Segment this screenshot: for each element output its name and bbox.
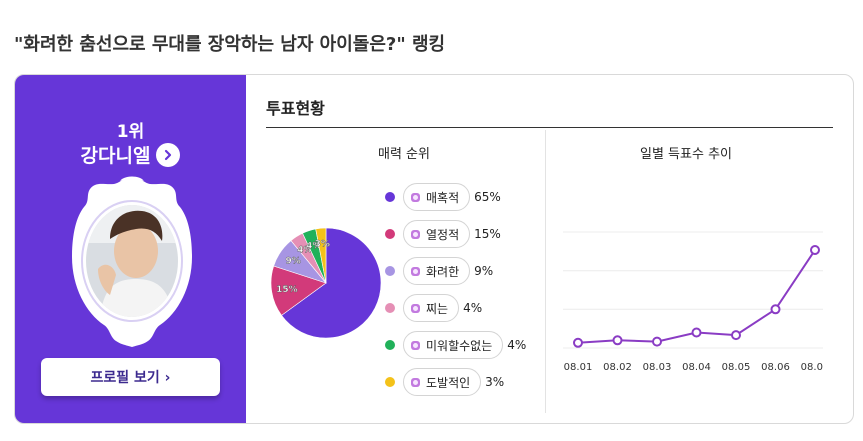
pie-slice-label: 3% <box>315 240 330 250</box>
legend-label: 열정적 <box>426 227 460 242</box>
legend-item[interactable]: 미워할수없는 4% <box>385 330 526 360</box>
legend-pill-button[interactable]: 미워할수없는 <box>403 331 504 359</box>
profile-view-button[interactable]: 프로필 보기 › <box>41 358 220 396</box>
flower-icon <box>411 266 420 276</box>
pie-slice <box>270 265 327 316</box>
x-tick-label: 08.04 <box>682 362 711 373</box>
legend-label: 미워할수없는 <box>426 338 493 353</box>
data-point <box>731 330 741 341</box>
legend-label: 찌는 <box>426 301 449 316</box>
legend-item[interactable]: 열정적 15% <box>385 219 501 249</box>
winner-name-row: 강다니엘 <box>15 141 246 168</box>
legend-color-dot <box>385 340 395 350</box>
legend-percent: 15% <box>474 227 501 241</box>
data-point <box>770 304 781 315</box>
x-tick-label: 08.02 <box>603 362 632 373</box>
legend-color-dot <box>385 377 395 387</box>
pie-slice-label: 15% <box>276 285 298 295</box>
mirror-frame-icon <box>72 176 192 347</box>
legend-percent: 65% <box>474 190 501 204</box>
legend-pill-button[interactable]: 화려한 <box>403 257 471 285</box>
data-point <box>652 336 662 347</box>
legend-label: 도발적인 <box>426 375 471 390</box>
vote-status-title: 투표현황 <box>266 99 325 118</box>
x-tick-label: 08.03 <box>643 362 672 373</box>
legend-color-dot <box>385 266 395 276</box>
legend-percent: 4% <box>507 338 527 352</box>
legend-item[interactable]: 찌는 4% <box>385 293 482 323</box>
legend-label: 화려한 <box>426 264 460 279</box>
pie-chart-title: 매력 순위 <box>378 147 430 162</box>
legend-item[interactable]: 도발적인 3% <box>385 367 504 397</box>
legend-pill-button[interactable]: 열정적 <box>403 220 471 248</box>
legend-color-dot <box>385 192 395 202</box>
winner-name[interactable]: 강다니엘 <box>80 145 151 167</box>
page-title: "화려한 춤선으로 무대를 장악하는 남자 아이돌은?" 랭킹 <box>14 34 446 55</box>
legend-item[interactable]: 화려한 9% <box>385 256 493 286</box>
ranking-card: 1위 강다니엘 <box>14 74 854 424</box>
legend-percent: 3% <box>485 375 505 389</box>
daily-votes-line-chart: 08.01 08.02 08.03 08.04 08.05 08.06 08.07 <box>563 231 823 373</box>
legend-percent: 4% <box>463 301 483 315</box>
x-tick-label: 08.07 <box>801 362 823 373</box>
legend-pill-button[interactable]: 매혹적 <box>403 183 471 211</box>
flower-icon <box>411 340 420 350</box>
legend-pill-button[interactable]: 도발적인 <box>403 368 482 396</box>
x-tick-label: 08.01 <box>564 362 593 373</box>
profile-view-label: 프로필 보기 › <box>90 370 171 386</box>
winner-panel: 1위 강다니엘 <box>15 75 246 423</box>
pie-slice-label: 4% <box>297 246 312 256</box>
x-tick-label: 08.06 <box>761 362 790 373</box>
rank-label: 1위 <box>116 122 145 142</box>
title-underline <box>266 127 833 128</box>
x-tick-label: 08.05 <box>722 362 751 373</box>
legend-label: 매혹적 <box>426 190 460 205</box>
data-point <box>573 337 583 348</box>
legend-color-dot <box>385 229 395 239</box>
section-divider <box>545 130 546 413</box>
pie-slice <box>281 227 382 339</box>
legend-color-dot <box>385 303 395 313</box>
legend-pill-button[interactable]: 찌는 <box>403 294 460 322</box>
data-point <box>810 245 820 255</box>
pie-slice-label: 9% <box>286 257 301 267</box>
line-chart-title: 일별 득표수 추이 <box>640 147 732 162</box>
legend-percent: 9% <box>474 264 494 278</box>
profile-photo-frame[interactable] <box>70 175 194 350</box>
data-point <box>612 335 623 346</box>
legend-item[interactable]: 매혹적 65% <box>385 182 501 212</box>
flower-icon <box>411 377 420 387</box>
flower-icon <box>411 229 420 239</box>
attraction-pie-chart: 15%9%4%4%3% <box>270 227 382 339</box>
chevron-right-icon[interactable] <box>156 142 181 167</box>
flower-icon <box>411 192 420 202</box>
pie-slice <box>315 227 327 284</box>
data-point <box>691 327 702 338</box>
pie-slice-label: 4% <box>306 241 321 251</box>
flower-icon <box>411 303 420 313</box>
